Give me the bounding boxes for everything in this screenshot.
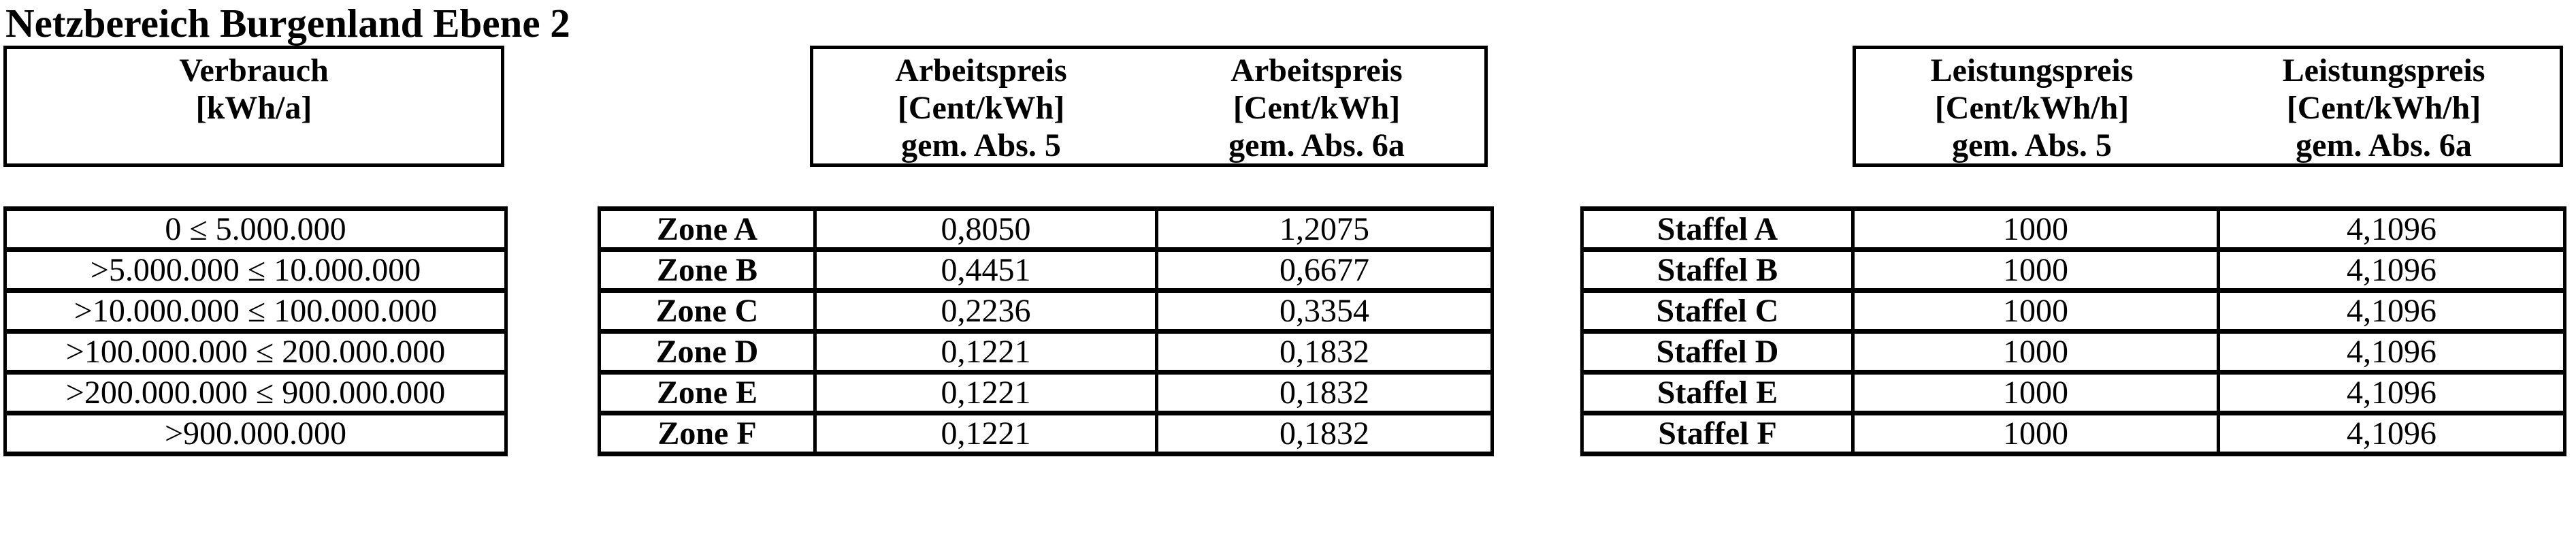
table-row: >10.000.000 ≤ 100.000.000 bbox=[3, 288, 508, 334]
table-row: Staffel B 1000 4,1096 bbox=[1580, 247, 2566, 293]
zone-label-cell: Zone D bbox=[598, 329, 817, 375]
verbrauch-header-line2: [kWh/a] bbox=[195, 90, 312, 126]
arbeitspreis-abs5-header-line3: gem. Abs. 5 bbox=[901, 127, 1061, 163]
leistungspreis-abs6a-cell: 4,1096 bbox=[2217, 411, 2566, 456]
table-row: Zone B 0,4451 0,6677 bbox=[598, 247, 1494, 293]
arbeitspreis-abs6a-header-line2: [Cent/kWh] bbox=[1233, 90, 1401, 126]
verbrauch-range-cell: >10.000.000 ≤ 100.000.000 bbox=[3, 288, 508, 334]
leistungspreis-abs5-cell: 1000 bbox=[1851, 247, 2220, 293]
arbeitspreis-abs6a-header-line3: gem. Abs. 6a bbox=[1228, 127, 1405, 163]
verbrauch-header-column: Verbrauch [kWh/a] bbox=[7, 49, 501, 163]
arbeitspreis-abs6a-cell: 0,1832 bbox=[1155, 411, 1494, 456]
arbeitspreis-abs5-cell: 0,1221 bbox=[813, 370, 1158, 415]
leistungspreis-abs5-cell: 1000 bbox=[1851, 206, 2220, 252]
leistungspreis-abs6a-cell: 4,1096 bbox=[2217, 370, 2566, 415]
arbeitspreis-abs5-header-line1: Arbeitspreis bbox=[895, 52, 1067, 89]
table-row: Zone F 0,1221 0,1832 bbox=[598, 411, 1494, 456]
table-row: Staffel C 1000 4,1096 bbox=[1580, 288, 2566, 334]
arbeitspreis-abs5-header-line2: [Cent/kWh] bbox=[897, 90, 1065, 126]
leistungspreis-table: Staffel A 1000 4,1096 Staffel B 1000 4,1… bbox=[1580, 206, 2566, 456]
verbrauch-range-cell: 0 ≤ 5.000.000 bbox=[3, 206, 508, 252]
arbeitspreis-table: Zone A 0,8050 1,2075 Zone B 0,4451 0,667… bbox=[598, 206, 1494, 456]
arbeitspreis-abs5-cell: 0,1221 bbox=[813, 329, 1158, 375]
leistungspreis-abs6a-cell: 4,1096 bbox=[2217, 288, 2566, 334]
table-row: >900.000.000 bbox=[3, 411, 508, 456]
table-row: Staffel D 1000 4,1096 bbox=[1580, 329, 2566, 375]
leistungspreis-abs6a-header-line2: [Cent/kWh/h] bbox=[2286, 90, 2481, 126]
verbrauch-header-box: Verbrauch [kWh/a] bbox=[3, 46, 504, 167]
leistungspreis-abs5-header-line1: Leistungspreis bbox=[1930, 52, 2134, 89]
arbeitspreis-abs6a-cell: 0,3354 bbox=[1155, 288, 1494, 334]
leistungspreis-abs6a-header-column: Leistungspreis [Cent/kWh/h] gem. Abs. 6a bbox=[2208, 49, 2560, 163]
leistungspreis-abs6a-cell: 4,1096 bbox=[2217, 206, 2566, 252]
table-row: >100.000.000 ≤ 200.000.000 bbox=[3, 329, 508, 375]
arbeitspreis-abs6a-cell: 1,2075 bbox=[1155, 206, 1494, 252]
staffel-label-cell: Staffel F bbox=[1580, 411, 1855, 456]
staffel-label-cell: Staffel A bbox=[1580, 206, 1855, 252]
arbeitspreis-abs6a-header-line1: Arbeitspreis bbox=[1230, 52, 1403, 89]
verbrauch-range-cell: >900.000.000 bbox=[3, 411, 508, 456]
leistungspreis-abs6a-header-line3: gem. Abs. 6a bbox=[2296, 127, 2472, 163]
page-title: Netzbereich Burgenland Ebene 2 bbox=[5, 1, 570, 46]
zone-label-cell: Zone E bbox=[598, 370, 817, 415]
arbeitspreis-abs6a-cell: 0,1832 bbox=[1155, 329, 1494, 375]
verbrauch-range-cell: >200.000.000 ≤ 900.000.000 bbox=[3, 370, 508, 415]
leistungspreis-abs5-header-line3: gem. Abs. 5 bbox=[1952, 127, 2112, 163]
leistungspreis-abs6a-cell: 4,1096 bbox=[2217, 247, 2566, 293]
arbeitspreis-abs6a-header-column: Arbeitspreis [Cent/kWh] gem. Abs. 6a bbox=[1149, 49, 1484, 163]
leistungspreis-abs5-cell: 1000 bbox=[1851, 411, 2220, 456]
verbrauch-header-line1: Verbrauch bbox=[179, 52, 329, 89]
table-row: Staffel F 1000 4,1096 bbox=[1580, 411, 2566, 456]
arbeitspreis-abs6a-cell: 0,1832 bbox=[1155, 370, 1494, 415]
zone-label-cell: Zone C bbox=[598, 288, 817, 334]
verbrauch-range-cell: >5.000.000 ≤ 10.000.000 bbox=[3, 247, 508, 293]
arbeitspreis-abs5-header-column: Arbeitspreis [Cent/kWh] gem. Abs. 5 bbox=[813, 49, 1149, 163]
leistungspreis-header-box: Leistungspreis [Cent/kWh/h] gem. Abs. 5 … bbox=[1853, 46, 2563, 167]
leistungspreis-abs5-cell: 1000 bbox=[1851, 288, 2220, 334]
staffel-label-cell: Staffel E bbox=[1580, 370, 1855, 415]
leistungspreis-abs6a-cell: 4,1096 bbox=[2217, 329, 2566, 375]
leistungspreis-abs6a-header-line1: Leistungspreis bbox=[2282, 52, 2485, 89]
verbrauch-range-cell: >100.000.000 ≤ 200.000.000 bbox=[3, 329, 508, 375]
staffel-label-cell: Staffel D bbox=[1580, 329, 1855, 375]
leistungspreis-abs5-header-line2: [Cent/kWh/h] bbox=[1934, 90, 2130, 126]
zone-label-cell: Zone A bbox=[598, 206, 817, 252]
leistungspreis-abs5-cell: 1000 bbox=[1851, 370, 2220, 415]
arbeitspreis-abs5-cell: 0,1221 bbox=[813, 411, 1158, 456]
zone-label-cell: Zone F bbox=[598, 411, 817, 456]
table-row: Zone E 0,1221 0,1832 bbox=[598, 370, 1494, 415]
table-row: >5.000.000 ≤ 10.000.000 bbox=[3, 247, 508, 293]
table-row: Staffel A 1000 4,1096 bbox=[1580, 206, 2566, 252]
staffel-label-cell: Staffel C bbox=[1580, 288, 1855, 334]
arbeitspreis-abs5-cell: 0,8050 bbox=[813, 206, 1158, 252]
table-row: Staffel E 1000 4,1096 bbox=[1580, 370, 2566, 415]
verbrauch-table: 0 ≤ 5.000.000 >5.000.000 ≤ 10.000.000 >1… bbox=[3, 206, 508, 456]
arbeitspreis-abs5-cell: 0,2236 bbox=[813, 288, 1158, 334]
table-row: Zone C 0,2236 0,3354 bbox=[598, 288, 1494, 334]
table-row: Zone A 0,8050 1,2075 bbox=[598, 206, 1494, 252]
staffel-label-cell: Staffel B bbox=[1580, 247, 1855, 293]
arbeitspreis-abs6a-cell: 0,6677 bbox=[1155, 247, 1494, 293]
table-row: Zone D 0,1221 0,1832 bbox=[598, 329, 1494, 375]
table-row: >200.000.000 ≤ 900.000.000 bbox=[3, 370, 508, 415]
zone-label-cell: Zone B bbox=[598, 247, 817, 293]
arbeitspreis-abs5-cell: 0,4451 bbox=[813, 247, 1158, 293]
arbeitspreis-header-box: Arbeitspreis [Cent/kWh] gem. Abs. 5 Arbe… bbox=[810, 46, 1488, 167]
leistungspreis-abs5-cell: 1000 bbox=[1851, 329, 2220, 375]
leistungspreis-abs5-header-column: Leistungspreis [Cent/kWh/h] gem. Abs. 5 bbox=[1856, 49, 2208, 163]
table-row: 0 ≤ 5.000.000 bbox=[3, 206, 508, 252]
